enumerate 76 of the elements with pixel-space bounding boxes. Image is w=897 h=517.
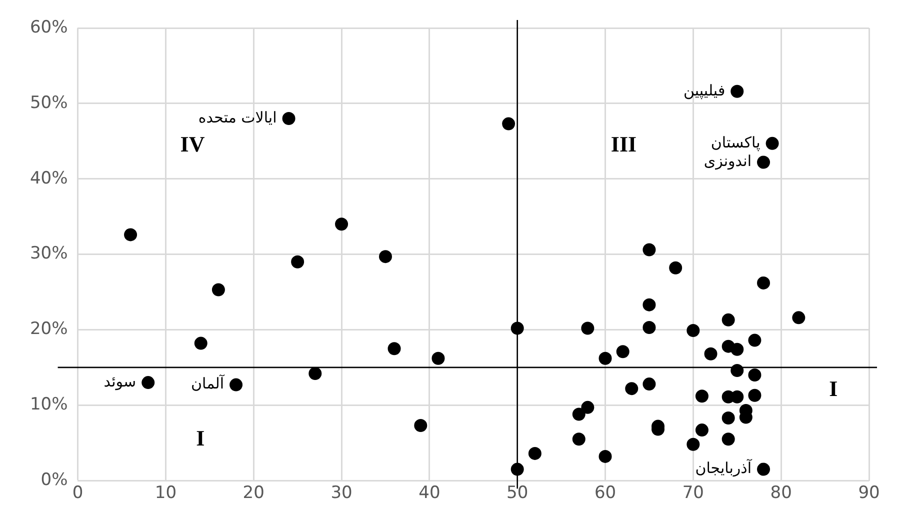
annotation: I	[196, 426, 205, 451]
point	[757, 276, 770, 290]
annotation: I	[829, 376, 838, 401]
point	[616, 345, 630, 358]
point	[792, 311, 806, 324]
x-tick-label: 20	[242, 483, 264, 504]
point	[695, 424, 708, 437]
point	[414, 419, 428, 432]
point	[686, 324, 700, 337]
annotation: III	[610, 131, 637, 156]
point	[528, 446, 542, 460]
point	[378, 250, 392, 264]
point	[642, 320, 656, 334]
y-tick-label: 40%	[30, 168, 68, 188]
point	[748, 368, 762, 382]
x-tick-label: 40	[418, 483, 440, 504]
point	[572, 432, 586, 446]
point	[625, 382, 638, 396]
point	[642, 243, 656, 256]
point	[230, 378, 243, 392]
x-tick-label: 0	[72, 483, 84, 504]
y-tick-label: 0%	[40, 470, 68, 490]
annotation: IV	[180, 131, 205, 156]
point	[142, 376, 155, 390]
annotation: اندونزی	[704, 152, 752, 170]
x-tick-label: 50	[506, 483, 528, 504]
annotation: فیلیپین	[683, 81, 726, 100]
point	[308, 366, 322, 380]
point	[722, 432, 735, 446]
point	[722, 411, 735, 424]
point	[757, 156, 770, 169]
point	[282, 112, 296, 126]
annotation: ایالات متحده	[198, 108, 277, 126]
point	[598, 352, 612, 365]
point	[194, 336, 208, 350]
point	[730, 390, 744, 404]
point	[757, 462, 770, 476]
y-tick-label: 10%	[30, 394, 68, 415]
point	[722, 313, 735, 326]
x-tick-label: 90	[858, 483, 880, 504]
point	[642, 298, 656, 312]
point	[642, 378, 656, 391]
point	[291, 255, 304, 268]
point	[212, 283, 225, 296]
point	[572, 408, 586, 421]
y-tick-label: 50%	[30, 92, 68, 113]
point	[124, 228, 138, 242]
point	[704, 347, 718, 360]
point	[730, 364, 744, 377]
annotation: سوئد	[104, 372, 136, 390]
point	[388, 342, 401, 356]
point	[748, 334, 762, 347]
point	[766, 136, 779, 150]
y-tick-label: 30%	[30, 244, 68, 264]
point	[502, 117, 516, 130]
x-tick-label: 60	[594, 483, 616, 504]
point	[598, 450, 612, 463]
annotation: آلمان	[191, 374, 225, 393]
point	[669, 261, 682, 274]
point	[581, 322, 594, 335]
point	[730, 342, 744, 356]
point	[432, 352, 445, 365]
annotation: آذربایجان	[695, 458, 752, 478]
x-tick-label: 30	[330, 483, 352, 504]
y-tick-label: 20%	[30, 319, 68, 340]
point	[581, 400, 594, 414]
point	[695, 390, 708, 403]
point	[748, 388, 762, 402]
x-tick-label: 70	[682, 483, 704, 504]
point	[335, 218, 348, 231]
annotation: پاکستان	[710, 133, 760, 152]
x-tick-label: 80	[770, 483, 792, 504]
point	[686, 438, 700, 451]
y-tick-label: 60%	[30, 17, 68, 38]
point	[730, 84, 744, 98]
x-tick-label: 10	[154, 483, 177, 504]
